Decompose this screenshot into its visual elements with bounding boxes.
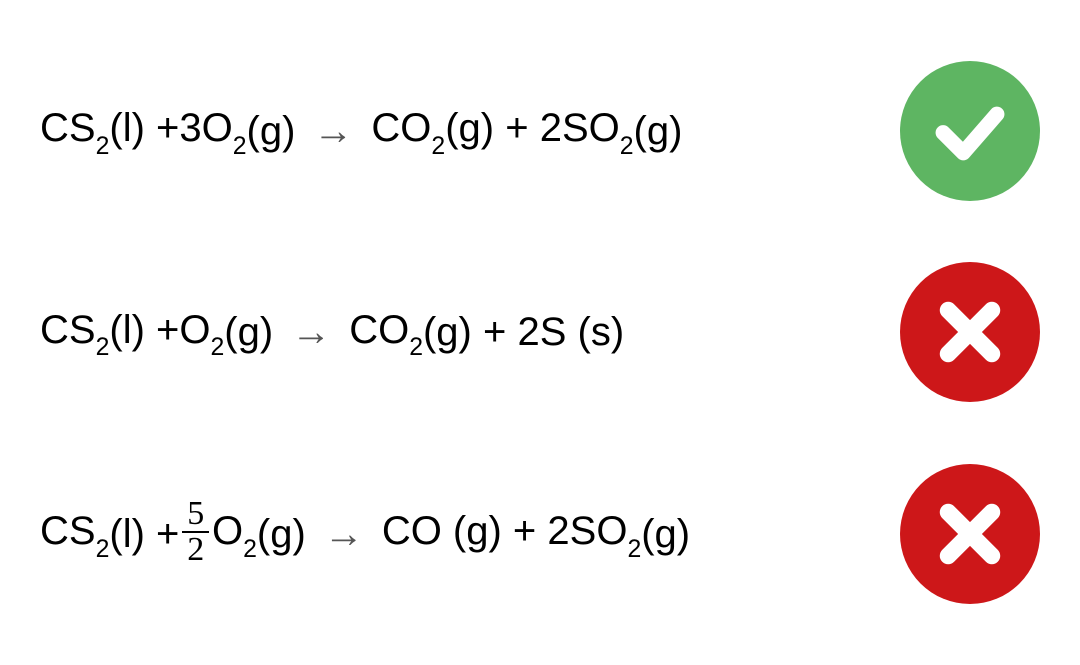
equation-text: (g) [641, 510, 690, 558]
equation-text: CO2 [349, 306, 423, 360]
incorrect-badge [900, 262, 1040, 402]
equation-text: (g) [257, 510, 306, 558]
equation-row: CS2 (l) + 52O2 (g) → CO (g) + 2SO2 (g) [40, 464, 1040, 604]
subscript: 2 [233, 133, 247, 160]
fraction-denominator: 2 [182, 531, 209, 567]
reaction-arrow: → [313, 107, 353, 155]
equation-text: CS2 [40, 306, 109, 360]
equation-text: (g) + 2SO2 [445, 104, 633, 158]
equation-text: (l) +3O2 [109, 104, 246, 158]
equation-text: (g) [224, 308, 273, 356]
fraction: 52 [182, 497, 209, 567]
equation-text: (g) [247, 107, 296, 155]
subscript: 2 [431, 133, 445, 160]
subscript: 2 [96, 133, 110, 160]
equation-row: CS2 (l) +O2 (g) → CO2 (g) + 2S (s) [40, 262, 1040, 402]
equation-text: (g) + 2S (s) [423, 308, 624, 356]
subscript: 2 [96, 334, 110, 361]
incorrect-badge [900, 464, 1040, 604]
equation-text: (l) +O2 [109, 306, 224, 360]
subscript: 2 [627, 536, 641, 563]
equation-text: O2 [212, 507, 257, 561]
reaction-arrow: → [291, 308, 331, 356]
equation-1: CS2 (l) +3O2 (g) → CO2 (g) + 2SO2 (g) [40, 104, 682, 158]
check-icon [928, 89, 1012, 173]
cross-icon [928, 492, 1012, 576]
correct-badge [900, 61, 1040, 201]
cross-icon [928, 290, 1012, 374]
equation-text: CO (g) + 2SO2 [382, 507, 641, 561]
equation-2: CS2 (l) +O2 (g) → CO2 (g) + 2S (s) [40, 306, 624, 360]
equations-list: CS2 (l) +3O2 (g) → CO2 (g) + 2SO2 (g)CS2… [0, 0, 1080, 665]
subscript: 2 [96, 536, 110, 563]
equation-text: CS2 [40, 104, 109, 158]
equation-text: CO2 [371, 104, 445, 158]
equation-row: CS2 (l) +3O2 (g) → CO2 (g) + 2SO2 (g) [40, 61, 1040, 201]
equation-text: (l) + [109, 510, 179, 558]
subscript: 2 [243, 536, 257, 563]
subscript: 2 [620, 133, 634, 160]
fraction-numerator: 5 [182, 497, 209, 531]
equation-text: (g) [634, 107, 683, 155]
equation-text: CS2 [40, 507, 109, 561]
subscript: 2 [409, 334, 423, 361]
subscript: 2 [211, 334, 225, 361]
reaction-arrow: → [324, 510, 364, 558]
equation-3: CS2 (l) + 52O2 (g) → CO (g) + 2SO2 (g) [40, 499, 690, 569]
